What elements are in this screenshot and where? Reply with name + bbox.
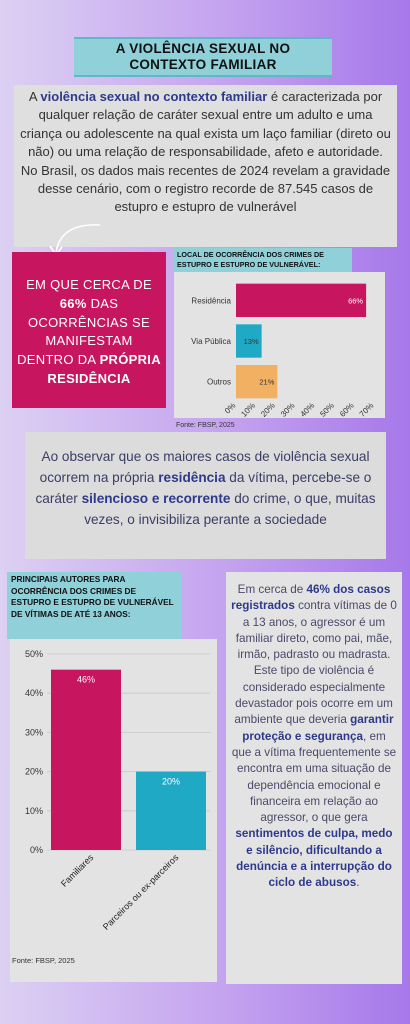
intro-bold: violência sexual no contexto familiar [40, 89, 268, 104]
highlight-percent: 66% [59, 295, 87, 311]
chart1-tick-label: 60% [338, 401, 356, 419]
chart1-bar [236, 364, 278, 399]
intro-paragraph: A violência sexual no contexto familiar … [14, 85, 397, 247]
chart1-tick-label: 30% [279, 401, 297, 419]
chart1-location-bar-chart: Residência 66% Via Pública 13% Outros 21% 0% 10… [191, 283, 376, 419]
middle-paragraph: Ao observar que os maiores casos de viol… [25, 432, 386, 559]
chart2-tick-label: 10% [25, 806, 43, 816]
chart2-bar [136, 771, 206, 850]
chart1-data-label: 13% [244, 337, 259, 346]
right-text-2: contra vítimas de 0 a 13 anos, o agresso… [234, 599, 397, 727]
chart1-category-label: Residência [191, 296, 231, 305]
chart2-tick-label: 0% [30, 845, 43, 855]
middle-text-2: da vítima, percebe-se o caráter [35, 470, 372, 506]
middle-text: Ao observar que os maiores casos de viol… [39, 449, 370, 485]
chart1-category-label: Via Pública [191, 337, 231, 346]
highlight-text-2: DAS OCORRÊNCIAS SE MANIFESTAM DENTRO DA [17, 295, 150, 368]
chart2-data-label: 20% [162, 777, 180, 787]
chart1-tick-label: 40% [299, 401, 317, 419]
chart2-source: Fonte: FBSP, 2025 [12, 956, 75, 965]
middle-bold-2: silencioso e recorrente [81, 491, 231, 506]
highlight-bold: PRÓPRIA RESIDÊNCIA [47, 352, 161, 386]
highlight-text: EM QUE CERCA DE [26, 277, 152, 292]
chart1-tick-label: 0% [223, 401, 238, 416]
chart1-data-label: 66% [348, 296, 363, 305]
chart2-tick-label: 20% [25, 767, 43, 777]
right-bold-3: sentimentos de culpa, medo e silêncio, d… [235, 827, 393, 890]
chart2-title: PRINCIPAIS AUTORES PARA OCORRÊNCIA DOS C… [7, 572, 181, 639]
middle-text-3: do crime, o que, muitas vezes, o invisib… [84, 491, 376, 527]
chart1-source: Fonte: FBSP, 2025 [176, 422, 235, 429]
chart2-data-label: 46% [77, 675, 95, 685]
chart1-data-label: 21% [259, 378, 274, 387]
chart1-title: LOCAL DE OCORRÊNCIA DOS CRIMES DE ESTUPR… [174, 248, 352, 272]
title-line-1: A VIOLÊNCIA SEXUAL NO [115, 41, 291, 56]
chart2-tick-label: 30% [25, 727, 43, 737]
chart1-tick-label: 70% [358, 401, 376, 419]
right-bold: 46% dos casos registrados [231, 583, 391, 613]
chart2-tick-label: 40% [25, 688, 43, 698]
chart2-bar [51, 669, 121, 850]
title-line-2: CONTEXTO FAMILIAR [129, 57, 277, 72]
right-text: Em cerca de [237, 583, 307, 596]
right-bold-2: garantir proteção e segurança [242, 713, 394, 743]
chart1-bar [236, 324, 262, 358]
intro-text-2: é caracterizada por qualquer relação de … [20, 89, 391, 215]
right-text-3: , em que a vítima frequentemente se enco… [231, 729, 397, 825]
chart1-bar [236, 283, 367, 318]
intro-text: A [28, 89, 41, 104]
chart2-category-label: Parceiros ou ex-parceiros [101, 852, 181, 932]
chart2-tick-label: 50% [25, 649, 43, 659]
chart1-tick-label: 10% [239, 401, 257, 419]
page-title: A VIOLÊNCIA SEXUAL NO CONTEXTO FAMILIAR [74, 37, 332, 77]
middle-bold: residência [158, 470, 226, 485]
chart1-tick-label: 20% [259, 401, 277, 419]
highlight-box: EM QUE CERCA DE 66% DAS OCORRÊNCIAS SE M… [12, 252, 166, 408]
right-text-4: . [356, 876, 360, 890]
chart2-authors-bar-chart: 0% 10% 20% 30% 40% 50% 46% Familiares 20% Parceir… [25, 649, 210, 932]
authors-paragraph: Em cerca de 46% dos casos registrados co… [226, 572, 402, 984]
chart1-category-label: Outros [207, 378, 231, 387]
chart1-tick-label: 50% [318, 401, 336, 419]
chart2-category-label: Familiares [59, 852, 96, 889]
